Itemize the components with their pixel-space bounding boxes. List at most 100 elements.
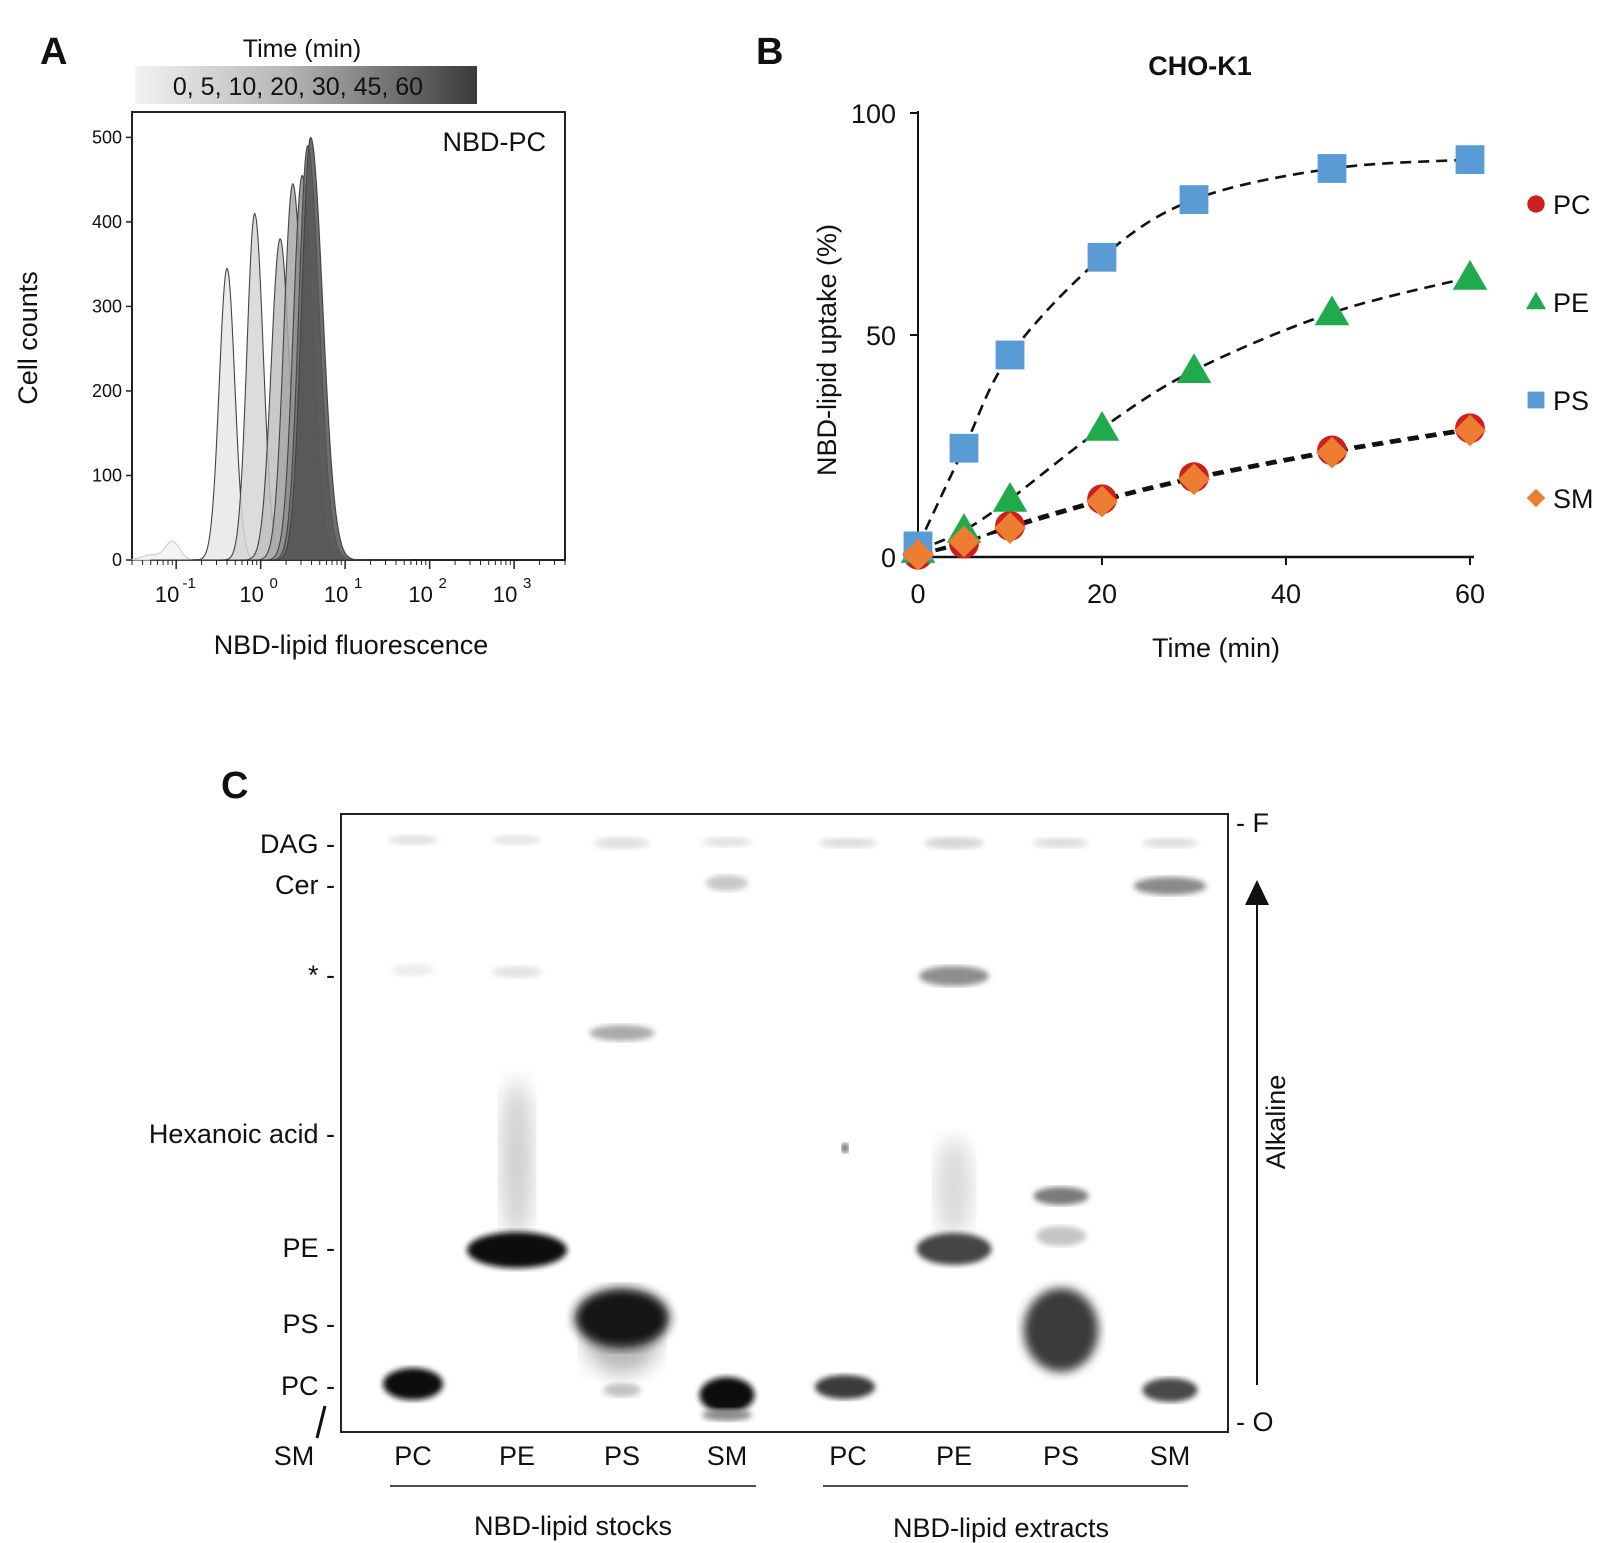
legend-label: PE: [1553, 288, 1589, 318]
y-tick-label: 50: [866, 321, 896, 351]
group-label-extracts: NBD-lipid extracts: [893, 1513, 1109, 1543]
lane-label: PC: [829, 1441, 867, 1471]
x-tick-exponent: 3: [523, 575, 531, 592]
lane-label: PS: [1043, 1441, 1079, 1471]
legend-marker-sm: [1526, 488, 1546, 508]
x-tick-exponent: 0: [269, 575, 277, 592]
y-tick-label: 200: [92, 381, 122, 401]
panel-b-xlabel: Time (min): [1152, 633, 1280, 663]
data-point-pe: [1452, 260, 1488, 290]
histogram-frame: [131, 111, 566, 561]
group-label-stocks: NBD-lipid stocks: [474, 1511, 672, 1541]
time-gradient-bar: [135, 66, 477, 104]
data-point-sm: [1316, 436, 1348, 469]
y-tick-label: 0: [881, 543, 896, 573]
data-point-ps: [1317, 154, 1347, 183]
tlc-band: [603, 1383, 641, 1397]
y-tick-label: 100: [851, 99, 896, 129]
data-point-sm: [994, 512, 1026, 544]
data-point-pe: [1176, 353, 1212, 383]
tlc-band: [702, 837, 752, 847]
data-point-ps: [1455, 145, 1485, 175]
panel-a-xlabel: NBD-lipid fluorescence: [214, 630, 489, 660]
tlc-band: [492, 835, 542, 845]
tlc-bands: [383, 835, 1207, 1421]
panel-b-title: CHO-K1: [1148, 51, 1252, 81]
lane-label: PE: [936, 1441, 972, 1471]
y-tick-label: 100: [92, 465, 122, 485]
y-tick-label: 400: [92, 212, 122, 232]
x-tick-label: 10: [155, 582, 179, 607]
panel-b-letter: B: [756, 31, 783, 73]
tlc-band: [589, 1025, 655, 1041]
legend-label: SM: [1553, 484, 1594, 514]
tlc-band: [1142, 838, 1198, 848]
legend-marker-ps: [1527, 391, 1545, 409]
data-point-ps: [949, 433, 979, 463]
lane-label: PE: [499, 1441, 535, 1471]
histogram-curve-60: [150, 136, 411, 561]
x-tick-label: 10: [493, 582, 517, 607]
tlc-band: [500, 1080, 534, 1240]
front-label: - F: [1236, 808, 1269, 838]
tlc-band: [919, 966, 989, 986]
band-label-pe: PE -: [282, 1233, 335, 1263]
tlc-band: [705, 875, 749, 891]
tlc-band: [574, 1288, 670, 1348]
x-tick-label: 0: [910, 579, 925, 609]
x-tick-exponent: 2: [438, 575, 446, 592]
tlc-band: [467, 1232, 567, 1268]
lane-label: PC: [394, 1441, 432, 1471]
data-point-sm: [902, 538, 934, 571]
data-point-pe: [1084, 410, 1120, 441]
origin-label: - O: [1236, 1407, 1274, 1437]
migration-arrow-head: [1245, 880, 1269, 905]
tlc-band: [388, 835, 438, 845]
tlc-band: [391, 964, 435, 976]
tlc-band: [1036, 1226, 1086, 1246]
lane-label: PS: [604, 1441, 640, 1471]
tlc-band: [841, 1143, 849, 1153]
legend-label: PS: [1553, 386, 1589, 416]
y-tick-label: 0: [112, 550, 122, 570]
tlc-band: [1033, 838, 1089, 848]
lane-label: SM: [707, 1441, 748, 1471]
band-label-pc: PC -: [281, 1371, 335, 1401]
tlc-band: [1023, 1288, 1099, 1372]
tlc-band: [819, 838, 877, 848]
y-tick-label: 500: [92, 127, 122, 147]
legend-marker-pe: [1525, 291, 1547, 310]
x-tick-label: 40: [1271, 579, 1301, 609]
tlc-band: [594, 837, 650, 849]
x-tick-label: 10: [408, 582, 432, 607]
y-tick-label: 300: [92, 296, 122, 316]
tlc-band: [924, 837, 984, 849]
band-label-dag: DAG -: [260, 829, 335, 859]
band-label-ps: PS -: [282, 1309, 335, 1339]
gradient-label: 0, 5, 10, 20, 30, 45, 60: [173, 73, 423, 101]
data-point-sm: [1454, 414, 1486, 447]
tlc-band: [1142, 1378, 1198, 1402]
tlc-band: [699, 1377, 755, 1413]
data-point-ps: [995, 340, 1025, 370]
data-point-ps: [1179, 185, 1209, 214]
panel-c-letter: C: [221, 765, 248, 807]
panel-b-ylabel: NBD-lipid uptake (%): [812, 224, 842, 476]
band-label-cer: Cer -: [275, 870, 335, 900]
data-point-sm: [1086, 485, 1118, 518]
band-label-asterisk: * -: [308, 960, 335, 990]
data-point-pe: [1314, 295, 1350, 326]
tlc-band: [916, 1233, 992, 1265]
data-point-sm: [948, 525, 980, 558]
tlc-band: [383, 1368, 443, 1400]
tlc-band: [815, 1375, 875, 1399]
x-tick-exponent: -1: [183, 575, 196, 592]
legend-marker-pc: [1527, 195, 1545, 213]
tlc-band: [1133, 877, 1207, 895]
x-tick-label: 10: [324, 582, 348, 607]
panel-a-letter: A: [40, 31, 67, 73]
sm-pointer-line: [315, 1405, 327, 1439]
tlc-band: [492, 966, 542, 978]
x-tick-label: 10: [239, 582, 263, 607]
